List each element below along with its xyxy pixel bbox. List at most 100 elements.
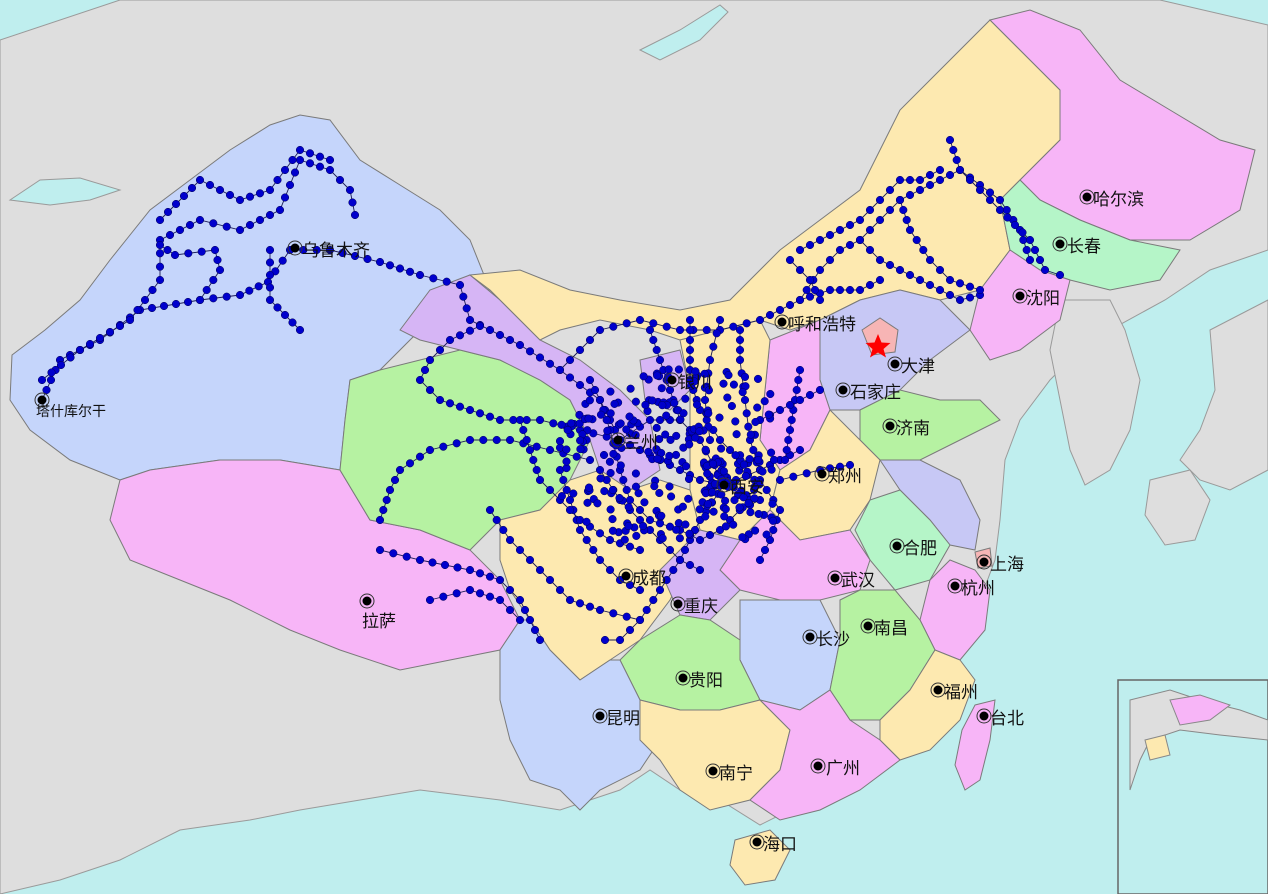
city-marker-dot (892, 541, 902, 551)
survey-point (652, 345, 661, 355)
survey-point (768, 516, 778, 525)
survey-point (845, 285, 855, 295)
survey-point (555, 585, 565, 595)
survey-point (641, 400, 650, 409)
survey-point (582, 517, 591, 526)
survey-point (485, 412, 495, 421)
survey-point (608, 526, 617, 535)
survey-point (667, 492, 676, 501)
survey-point (610, 399, 619, 408)
survey-point (787, 415, 796, 425)
survey-point (385, 261, 395, 270)
survey-point (635, 505, 645, 515)
city-label: 拉萨 (362, 612, 396, 632)
survey-point (183, 297, 193, 307)
survey-point (815, 385, 825, 395)
survey-point (47, 368, 56, 377)
survey-point (625, 625, 635, 635)
survey-point (625, 440, 635, 450)
survey-point (562, 445, 571, 454)
survey-point (85, 339, 95, 349)
survey-point (600, 487, 609, 496)
survey-point (133, 305, 142, 315)
city-marker-dot (1015, 291, 1025, 301)
city-marker-ring (814, 466, 830, 482)
survey-point (945, 290, 955, 300)
survey-point (338, 248, 347, 258)
survey-point (665, 385, 675, 395)
survey-point (782, 445, 791, 455)
city-label: 济南 (896, 419, 930, 439)
survey-point (440, 560, 450, 570)
survey-point (555, 437, 565, 446)
survey-point (742, 409, 751, 418)
city-marker-dot (290, 243, 300, 253)
survey-point (593, 499, 602, 508)
city-marker-dot (1082, 192, 1092, 202)
survey-point (465, 585, 475, 595)
survey-point (672, 431, 681, 440)
survey-point (690, 525, 700, 535)
survey-point (945, 170, 955, 180)
survey-point (815, 295, 825, 305)
survey-point (805, 292, 815, 301)
survey-point (662, 575, 671, 585)
survey-point (155, 249, 165, 258)
survey-point (485, 592, 495, 601)
survey-point (705, 530, 715, 540)
survey-point (768, 499, 777, 508)
survey-point (885, 205, 895, 215)
survey-point (209, 219, 218, 228)
survey-point (532, 442, 541, 451)
survey-point (715, 315, 725, 325)
survey-point (885, 260, 895, 270)
survey-point (669, 565, 678, 575)
city-marker-dot (838, 385, 848, 395)
survey-point (439, 592, 448, 601)
survey-point (754, 455, 763, 465)
survey-point (485, 505, 495, 515)
city-label: 成都 (632, 569, 666, 589)
survey-point (599, 450, 609, 460)
survey-point (225, 190, 235, 200)
survey-point (905, 225, 915, 235)
survey-point (739, 493, 748, 502)
survey-point (685, 315, 695, 325)
survey-point (631, 397, 640, 406)
survey-point (785, 400, 795, 410)
city-marker-ring (810, 758, 826, 774)
survey-point (645, 325, 655, 335)
survey-point (445, 335, 455, 345)
survey-point (855, 235, 865, 245)
survey-point (585, 375, 595, 385)
survey-point (705, 355, 715, 365)
survey-point (729, 520, 738, 529)
survey-point (709, 342, 718, 351)
survey-point (805, 390, 815, 400)
survey-point (265, 185, 275, 195)
survey-point (635, 445, 645, 455)
survey-point (596, 410, 606, 419)
survey-point (1018, 228, 1027, 237)
survey-point (650, 482, 659, 491)
city-label: 塔什库尔干 (36, 404, 106, 420)
survey-point (445, 399, 455, 408)
city-label: 长春 (1067, 237, 1101, 257)
survey-point (885, 185, 895, 195)
survey-point (462, 304, 471, 313)
survey-point (42, 385, 51, 395)
survey-point (213, 255, 222, 265)
survey-point (557, 492, 566, 501)
city-label: 哈尔滨 (1093, 190, 1144, 210)
survey-point (479, 435, 488, 445)
survey-point (685, 529, 694, 538)
survey-point (975, 185, 985, 195)
province-liaoning (969, 249, 1071, 361)
survey-point (492, 515, 501, 525)
survey-point (703, 469, 712, 478)
province-jilin (999, 179, 1181, 291)
survey-point (655, 488, 664, 498)
survey-point (692, 400, 702, 409)
survey-point (625, 542, 635, 551)
survey-point (681, 462, 691, 471)
